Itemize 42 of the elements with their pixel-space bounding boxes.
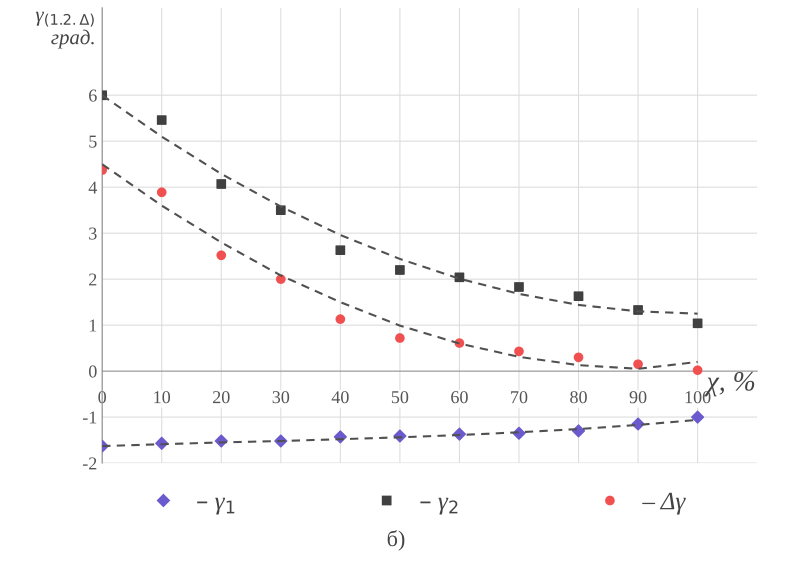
point: [156, 115, 167, 125]
point: [514, 346, 524, 356]
point: [216, 179, 226, 189]
legend-label: – γ$_{2}$: [420, 498, 458, 515]
point: [692, 318, 702, 328]
y-tick-label: 5: [89, 136, 97, 148]
x-tick-label: 60: [451, 391, 468, 404]
point: [514, 282, 524, 292]
point: [454, 272, 464, 282]
point: [633, 359, 643, 370]
legend-label: – γ$_{1}$: [197, 498, 234, 515]
point: [335, 314, 346, 324]
legend-label: – Δγ: [642, 492, 686, 515]
point: [395, 265, 405, 275]
text: б): [388, 530, 404, 551]
y-tick-label: -1: [82, 411, 96, 424]
point: [335, 245, 346, 256]
x-tick-label: 90: [630, 391, 646, 404]
point: [574, 352, 584, 362]
y-tick-label: 4: [88, 182, 98, 194]
x-tick-label: 40: [332, 391, 349, 404]
point: [574, 291, 584, 302]
point: [691, 410, 704, 424]
point: [276, 274, 286, 284]
x-tick-label: 30: [272, 391, 290, 404]
point: [216, 250, 226, 260]
y-tick-label: 1: [90, 319, 96, 332]
line-series: [102, 163, 699, 370]
y-tick-label: -2: [82, 457, 96, 470]
point: [395, 333, 405, 343]
y-axis-title: γ$_{(1.2.Δ)}$ град.: [36, 12, 94, 49]
y-tick-label: 6: [89, 90, 97, 102]
point: [156, 187, 167, 198]
y-tick-label: 3: [89, 227, 97, 240]
y-tick-label: 0: [88, 365, 97, 378]
x-tick-label: 50: [392, 391, 408, 404]
x-tick-label: 80: [570, 391, 587, 404]
point: [692, 365, 702, 376]
x-tick-label: 10: [154, 391, 170, 404]
y-tick-label: 2: [89, 273, 96, 286]
x-tick-label: 70: [511, 391, 528, 404]
x-tick-label: 20: [213, 391, 230, 404]
